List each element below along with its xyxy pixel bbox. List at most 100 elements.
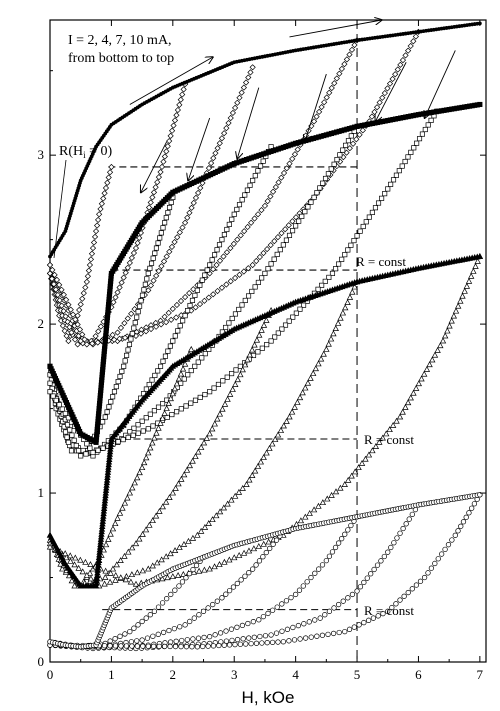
data-point — [237, 641, 244, 647]
data-point — [166, 137, 173, 145]
data-point — [330, 330, 337, 337]
data-point — [182, 313, 188, 319]
data-point — [243, 481, 250, 487]
data-point — [195, 567, 203, 574]
data-point — [231, 554, 238, 561]
data-point — [274, 251, 280, 257]
descending-branch — [47, 529, 287, 650]
data-point — [179, 224, 186, 231]
data-point — [236, 306, 242, 313]
data-point — [105, 535, 112, 542]
data-point — [160, 401, 166, 407]
data-point — [357, 228, 363, 234]
data-point — [409, 586, 415, 592]
data-point — [306, 619, 312, 625]
data-point — [117, 324, 125, 331]
data-point — [87, 575, 95, 582]
data-point — [53, 397, 59, 403]
data-point — [291, 637, 298, 643]
data-point — [470, 267, 477, 274]
data-point — [218, 135, 226, 142]
data-point — [167, 343, 173, 349]
data-point — [195, 359, 201, 365]
data-point — [174, 106, 181, 114]
data-point — [178, 406, 184, 412]
data-point — [321, 99, 328, 106]
data-point — [251, 634, 257, 640]
data-point — [445, 542, 452, 548]
data-point — [187, 618, 193, 625]
data-point — [328, 491, 335, 498]
data-point — [165, 210, 171, 216]
data-point — [338, 65, 345, 72]
data-point — [232, 641, 238, 648]
data-point — [155, 604, 162, 610]
data-point — [308, 574, 314, 581]
data-point — [239, 197, 245, 203]
data-point — [132, 320, 138, 326]
data-point — [207, 389, 213, 395]
data-point — [407, 42, 414, 50]
data-point — [368, 571, 374, 577]
data-point — [118, 643, 124, 649]
data-point — [391, 540, 397, 546]
data-point — [385, 186, 391, 192]
data-point — [224, 226, 230, 233]
data-point — [195, 448, 202, 455]
data-point — [312, 365, 319, 372]
data-point — [285, 222, 292, 229]
data-point — [421, 370, 428, 377]
data-point — [428, 565, 435, 571]
data-point — [159, 575, 166, 582]
data-point — [165, 400, 172, 407]
direction-arrow — [129, 57, 213, 105]
data-point — [211, 563, 218, 570]
data-point — [290, 228, 296, 234]
data-point — [112, 636, 118, 642]
data-point — [158, 230, 164, 236]
data-point — [205, 520, 212, 526]
data-point — [301, 302, 307, 308]
data-point — [434, 346, 441, 353]
data-point — [334, 157, 340, 163]
data-point — [200, 439, 208, 446]
data-point — [474, 257, 481, 264]
data-point — [155, 174, 162, 181]
data-point — [223, 281, 230, 288]
data-point — [60, 291, 67, 298]
data-point — [365, 451, 373, 458]
y-tick-2: 2 — [38, 316, 45, 331]
data-point — [46, 261, 54, 269]
data-point — [342, 628, 348, 635]
data-series — [46, 21, 484, 652]
data-point — [437, 342, 444, 349]
data-point — [176, 583, 182, 589]
data-point — [351, 41, 358, 49]
data-point — [50, 393, 56, 399]
data-point — [394, 66, 401, 73]
data-point — [322, 612, 328, 618]
x-tick-2: 2 — [170, 667, 177, 682]
data-point — [190, 636, 196, 642]
data-point — [95, 216, 102, 224]
data-point — [124, 494, 131, 501]
data-point — [407, 394, 414, 401]
data-point — [239, 484, 246, 491]
data-point — [178, 475, 185, 482]
data-point — [187, 302, 193, 309]
data-point — [296, 394, 304, 401]
data-point — [260, 249, 267, 257]
data-point — [206, 565, 213, 572]
data-point — [221, 232, 227, 238]
data-point — [77, 556, 84, 563]
data-point — [224, 500, 231, 507]
data-point — [159, 600, 166, 606]
data-point — [212, 252, 218, 258]
data-point — [334, 319, 342, 326]
data-point — [372, 443, 380, 449]
data-point — [186, 290, 193, 297]
data-point — [89, 244, 97, 252]
data-point — [150, 255, 156, 261]
data-point — [119, 504, 126, 511]
data-point — [210, 266, 217, 273]
